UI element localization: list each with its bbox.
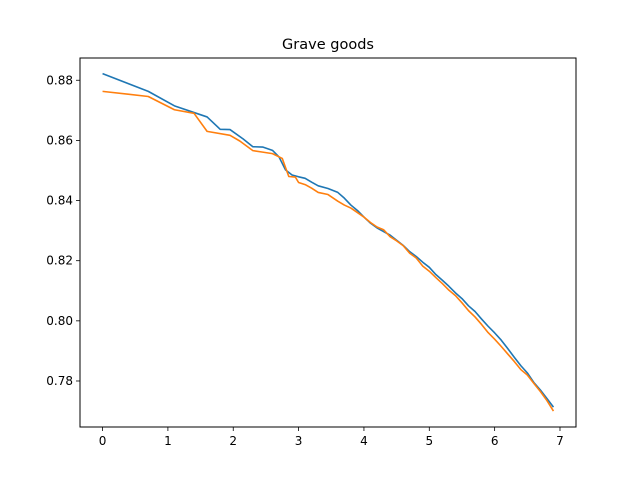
series-layer	[102, 72, 555, 412]
chart-title: Grave goods	[282, 37, 374, 53]
y-tick-label: 0.86	[46, 133, 73, 147]
x-tick-label: 4	[360, 434, 368, 448]
axes-layer: 0 1 2 3 4 5 6 7 0.78 0.80 0.82 0.84 0.86 0.88	[46, 73, 564, 448]
x-tick-label: 6	[491, 434, 499, 448]
x-tick-label: 0	[99, 434, 107, 448]
y-tick-label: 0.78	[46, 374, 73, 388]
y-tick-label: 0.88	[46, 73, 73, 87]
y-tick-label: 0.84	[46, 194, 73, 208]
x-tick-label: 2	[229, 434, 237, 448]
x-tick-label: 5	[425, 434, 433, 448]
x-tick-label: 1	[164, 434, 172, 448]
y-tick-label: 0.82	[46, 254, 73, 268]
series-line-2	[102, 90, 555, 412]
y-tick-label: 0.80	[46, 314, 73, 328]
x-tick-label: 3	[295, 434, 303, 448]
plot-area	[80, 58, 576, 427]
plot-frame	[79, 57, 577, 428]
x-tick-label: 7	[556, 434, 564, 448]
